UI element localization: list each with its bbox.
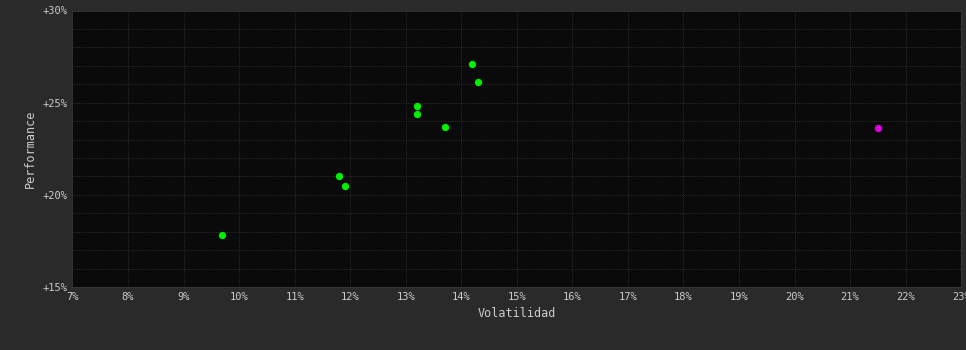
Point	[410, 111, 425, 117]
Y-axis label: Performance: Performance	[24, 110, 37, 188]
Point	[410, 104, 425, 109]
Point	[214, 233, 230, 238]
Point	[331, 174, 347, 179]
Point	[437, 124, 452, 130]
Point	[337, 183, 353, 188]
Point	[465, 61, 480, 67]
Point	[870, 126, 886, 131]
X-axis label: Volatilidad: Volatilidad	[477, 307, 556, 320]
Point	[470, 79, 486, 85]
